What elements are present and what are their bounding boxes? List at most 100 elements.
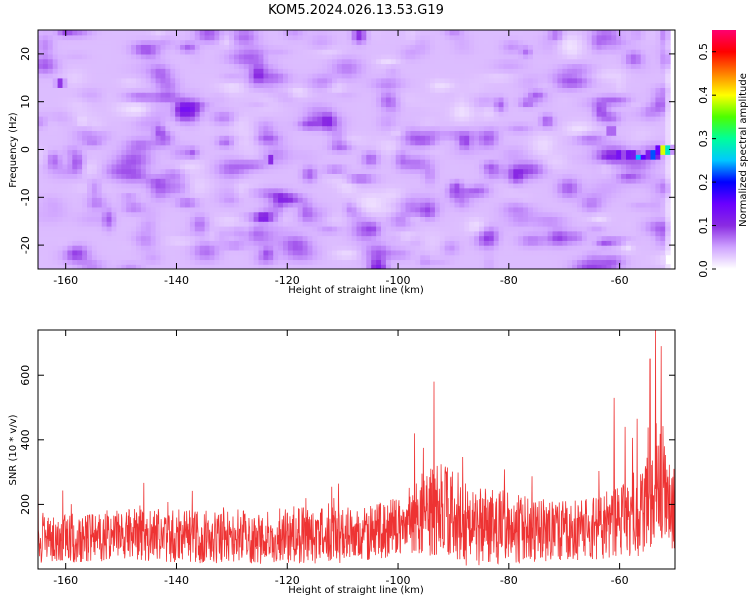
heatmap-cell xyxy=(591,249,598,256)
heatmap-cell xyxy=(263,87,269,93)
heatmap-cell xyxy=(121,173,127,179)
heatmap-cell xyxy=(376,130,382,136)
heatmap-cell xyxy=(336,130,343,136)
heatmap-cell xyxy=(356,221,362,227)
heatmap-cell xyxy=(150,211,157,218)
heatmap-cell xyxy=(562,168,568,174)
heatmap-cell xyxy=(469,125,475,131)
heatmap-cell xyxy=(258,182,264,189)
heatmap-cell xyxy=(493,254,500,261)
heatmap-cell xyxy=(189,264,196,269)
heatmap-cell xyxy=(165,125,171,131)
heatmap-cell xyxy=(498,101,505,108)
heatmap-cell xyxy=(175,182,181,189)
heatmap-cell xyxy=(229,187,235,194)
heatmap-cell xyxy=(170,154,176,160)
heatmap-cell xyxy=(175,92,181,98)
heatmap-cell xyxy=(297,259,304,265)
heatmap-cell xyxy=(52,182,59,189)
heatmap-cell xyxy=(425,101,431,108)
heatmap-cell xyxy=(150,139,157,146)
heatmap-cell xyxy=(111,245,117,251)
heatmap-cell xyxy=(532,135,539,141)
heatmap-cell xyxy=(160,216,166,222)
heatmap-cell xyxy=(449,197,456,203)
heatmap-cell xyxy=(126,216,132,222)
heatmap-cell xyxy=(479,101,485,108)
heatmap-cell xyxy=(518,154,524,160)
heatmap-cell xyxy=(292,159,299,165)
heatmap-cell xyxy=(214,82,220,88)
heatmap-cell xyxy=(381,144,387,151)
heatmap-cell xyxy=(444,230,451,237)
heatmap-cell xyxy=(474,202,480,208)
heatmap-cell xyxy=(126,178,132,184)
heatmap-cell xyxy=(508,139,514,146)
heatmap-cell xyxy=(660,245,666,251)
heatmap-cell xyxy=(645,216,652,222)
heatmap-cell xyxy=(96,230,103,237)
heatmap-cell xyxy=(219,154,225,160)
heatmap-cell xyxy=(439,221,446,227)
heatmap-cell xyxy=(238,82,245,88)
heatmap-cell xyxy=(626,245,632,251)
heatmap-cell xyxy=(469,144,475,151)
heatmap-cell xyxy=(376,159,382,165)
heatmap-cell xyxy=(155,125,162,131)
heatmap-cell xyxy=(395,173,402,179)
heatmap-cell xyxy=(474,178,480,184)
heatmap-cell xyxy=(469,178,475,184)
heatmap-cell xyxy=(101,211,108,218)
heatmap-cell xyxy=(581,87,588,93)
heatmap-cell xyxy=(464,264,470,269)
heatmap-cell xyxy=(140,225,147,232)
heatmap-cell xyxy=(82,120,88,127)
heatmap-cell xyxy=(542,163,549,170)
heatmap-cell xyxy=(430,211,436,218)
heatmap-cell xyxy=(268,139,274,146)
heatmap-cell xyxy=(101,159,108,165)
heatmap-cell xyxy=(111,101,117,108)
heatmap-cell xyxy=(238,259,245,265)
heatmap-cell xyxy=(126,225,132,232)
heatmap-cell xyxy=(474,159,480,165)
heatmap-cell xyxy=(640,92,647,98)
heatmap-cell xyxy=(165,225,171,232)
heatmap-cell xyxy=(581,230,588,237)
heatmap-cell xyxy=(67,139,73,146)
heatmap-cell xyxy=(253,264,260,269)
heatmap-cell xyxy=(449,135,456,141)
heatmap-cell xyxy=(606,92,612,98)
heatmap-cell xyxy=(194,249,201,256)
heatmap-cell xyxy=(390,259,397,265)
heatmap-cell xyxy=(616,221,622,227)
heatmap-cell xyxy=(645,120,652,127)
heatmap-cell xyxy=(283,106,289,112)
heatmap-cell xyxy=(278,216,284,222)
heatmap-cell xyxy=(449,235,456,241)
heatmap-cell xyxy=(621,221,627,227)
heatmap-cell xyxy=(111,178,117,184)
heatmap-cell xyxy=(493,106,500,112)
heatmap-cell xyxy=(591,111,598,117)
heatmap-cell xyxy=(263,249,269,256)
heatmap-cell xyxy=(47,120,54,127)
heatmap-cell xyxy=(444,149,451,155)
heatmap-cell xyxy=(479,111,485,117)
heatmap-cell xyxy=(385,116,392,122)
heatmap-cell xyxy=(62,101,68,108)
heatmap-cell xyxy=(165,182,171,189)
heatmap-cell xyxy=(503,116,509,122)
heatmap-cell xyxy=(356,130,362,136)
heatmap-cell xyxy=(518,192,524,198)
heatmap-cell xyxy=(567,206,573,213)
heatmap-cell xyxy=(493,163,500,170)
heatmap-cell xyxy=(498,178,505,184)
heatmap-cell xyxy=(101,173,108,179)
heatmap-cell xyxy=(385,159,392,165)
heatmap-cell xyxy=(57,221,64,227)
heatmap-cell xyxy=(87,202,93,208)
heatmap-cell xyxy=(366,116,372,122)
heatmap-cell xyxy=(87,211,93,218)
heatmap-cell xyxy=(577,197,583,203)
